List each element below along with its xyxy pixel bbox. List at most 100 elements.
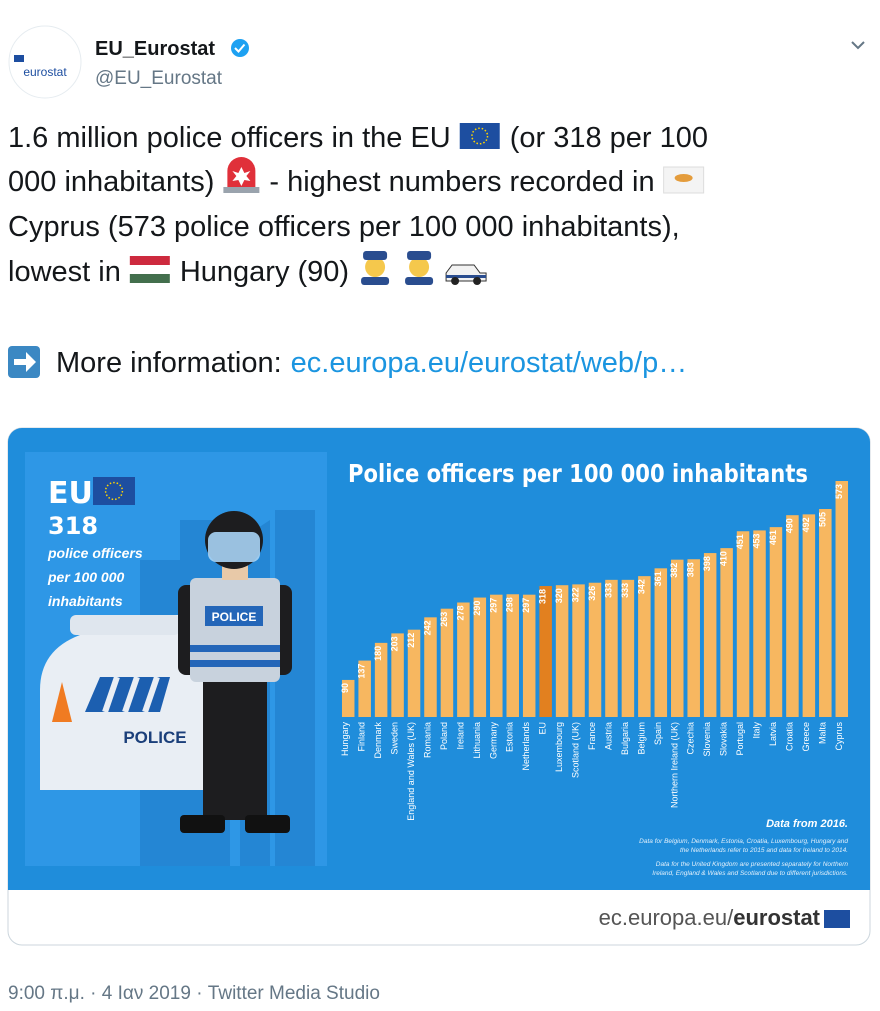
note: Ireland, England & Wales and Scotland du… [652,870,848,877]
x-tick-label: Portugal [735,722,745,756]
user-name[interactable]: EU_Eurostat [95,38,215,60]
arrow-shape [14,352,36,372]
menu-chevron[interactable] [851,41,865,50]
officer-emoji-body [361,277,390,285]
bar [473,597,487,717]
hungary-flag [129,256,170,265]
officer-legs [203,680,267,820]
tweet-text-segment: lowest in [8,256,121,288]
panel-value: 318 [48,512,98,540]
value-label: 492 [801,517,811,532]
value-label: 573 [834,484,844,499]
bar [605,579,618,717]
bar [572,584,585,717]
avatar[interactable] [8,25,82,99]
x-tick-label: Poland [439,722,449,750]
value-label: 451 [735,534,745,549]
eu-flag [93,477,135,505]
x-tick-label: Spain [653,722,663,745]
bar [671,559,684,717]
bar [687,559,700,717]
source[interactable]: ec.europa.eu/eurostat [599,905,821,930]
bar [769,527,783,717]
bar [835,481,849,717]
car-window-stripes [102,676,160,713]
x-tick-label: Northern Ireland (UK) [669,722,679,808]
x-tick-label: Austria [603,722,613,750]
bar [522,594,536,717]
hungary-flag [129,265,170,274]
value-label: 453 [752,533,762,548]
value-label: 505 [817,512,827,527]
x-tick-label: Czechia [686,722,696,755]
wheel [473,277,482,285]
bar [802,514,816,717]
note-title: Data from 2016. [766,818,848,830]
note: the Netherlands refer to 2015 and data f… [680,847,848,854]
bar [555,585,569,717]
eu-flag [459,123,500,149]
value-label: 90 [340,683,350,693]
bar [736,531,750,717]
tweet-text-segment: More information: [56,347,282,379]
value-label: 278 [455,606,465,621]
verified-badge [231,39,249,57]
tweet-text: 1.6 million police officers in the EU (or… [8,122,708,379]
x-tick-label: EU [538,722,548,735]
value-label: 212 [406,633,416,648]
x-tick-label: Scotland (UK) [571,722,581,778]
x-tick-label: Germany [488,722,498,760]
x-tick-label: Estonia [505,722,515,752]
bar [358,660,371,717]
bar [407,629,421,717]
bar [638,576,651,717]
value-label: 333 [603,583,613,598]
value-label: 242 [422,620,432,635]
traffic-cone [52,682,72,722]
value-label: 333 [620,583,630,598]
verified-check [234,43,246,53]
tweet-text-segment: 000 inhabitants) [8,166,214,198]
panel-title: EU [48,476,93,511]
value-label: 263 [439,612,449,627]
link[interactable]: ec.europa.eu/eurostat/web/p… [291,347,688,379]
x-tick-label: England and Wales (UK) [406,722,416,821]
value-label: 398 [702,556,712,571]
eu-stars [471,127,489,145]
value-label: 383 [686,562,696,577]
timestamp[interactable]: 9:00 π.μ. · 4 Ιαν 2019 · Twitter Media S… [8,983,380,1004]
bar [621,579,635,717]
note: Data for Belgium, Denmark, Estonia, Croa… [639,838,848,845]
source-brand: eurostat [733,905,820,930]
cyprus-map [674,174,693,182]
vest-stripe [190,660,280,667]
x-tick-label: Slovenia [702,722,712,757]
officer-emoji-cap [407,251,432,260]
x-tick-label: Romania [422,722,432,758]
value-label: 461 [768,530,778,545]
value-label: 180 [373,646,383,661]
tweet-text-segment: (or 318 per 100 [510,122,708,154]
officer-boot [180,815,225,833]
bar [720,548,733,717]
officer-boot [245,815,290,833]
vest-stripe [190,645,280,652]
bar [539,586,552,717]
bar [374,642,388,717]
x-tick-label: Greece [801,722,811,752]
value-label: 137 [357,664,367,679]
chart-title: Police officers per 100 000 inhabitants [348,459,808,488]
x-tick-label: Croatia [784,722,794,751]
value-label: 320 [554,588,564,603]
tweet-text-segment: Cyprus (573 police officers per 100 000 … [8,211,680,243]
officer-emoji-body [405,277,434,285]
hungary-flag [129,274,170,283]
user-handle[interactable]: @EU_Eurostat [95,68,223,89]
value-label: 326 [587,586,597,601]
x-tick-label: Italy [752,722,762,739]
officer-vest [190,578,280,682]
x-tick-label: Netherlands [521,722,531,771]
bar [786,515,799,717]
bar [457,602,470,717]
